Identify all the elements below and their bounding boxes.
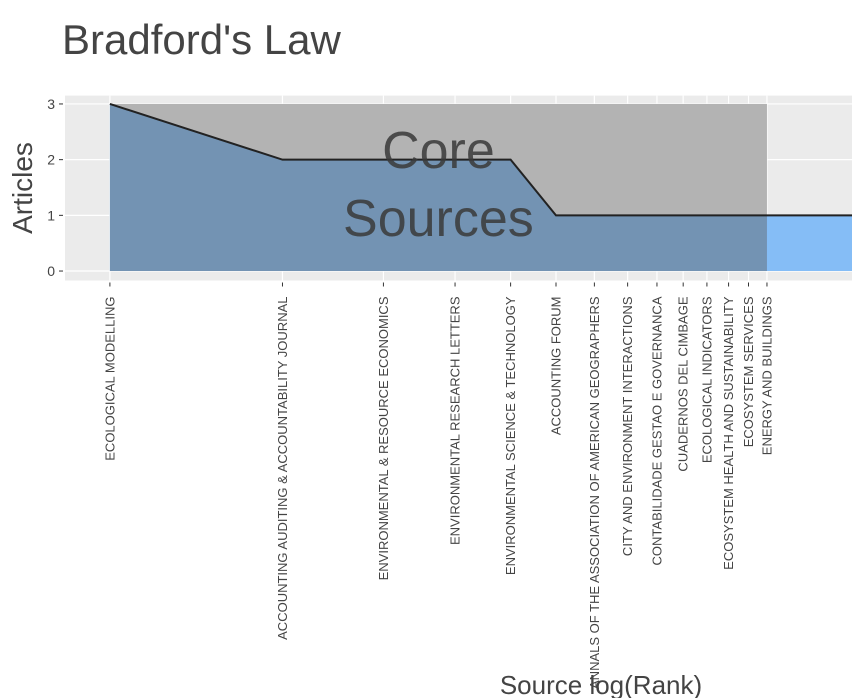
x-tick-label: ENVIRONMENTAL RESEARCH LETTERS — [448, 296, 463, 545]
y-axis-label: Articles — [7, 142, 38, 234]
y-tick-label: 0 — [47, 263, 55, 279]
y-tick-label: 1 — [47, 207, 55, 223]
x-tick-label: ENVIRONMENTAL & RESOURCE ECONOMICS — [376, 296, 391, 580]
x-tick-label: ECOLOGICAL MODELLING — [102, 297, 117, 461]
line — [109, 103, 852, 217]
x-tick-label: CONTABILIDADE GESTAO E GOVERNANCA — [649, 296, 664, 565]
chart-title: Bradford's Law — [62, 16, 341, 63]
y-tick-label: 2 — [47, 152, 55, 168]
x-axis-label: Source log(Rank) — [500, 670, 702, 698]
core-area — [109, 103, 767, 272]
x-tick-label: ACCOUNTING FORUM — [549, 297, 564, 436]
x-tick-label: CITY AND ENVIRONMENT INTERACTIONS — [620, 296, 635, 556]
annotation: Sources — [343, 190, 534, 248]
y-tick-label: 3 — [47, 96, 55, 112]
x-tick-label: ECOSYSTEM SERVICES — [741, 296, 756, 447]
x-tick-label: ENERGY AND BUILDINGS — [759, 296, 774, 455]
x-tick-label: CUADERNOS DEL CIMBAGE — [676, 296, 691, 471]
x-tick-label: ECOSYSTEM HEALTH AND SUSTAINABILITY — [721, 296, 736, 570]
x-tick-label: ECOLOGICAL INDICATORS — [699, 296, 714, 463]
x-tick-label: ACCOUNTING AUDITING & ACCOUNTABILITY JOU… — [275, 297, 290, 640]
annotation: Core — [382, 122, 495, 180]
x-tick-label: ENVIRONMENTAL SCIENCE & TECHNOLOGY — [503, 296, 518, 575]
x-tick-label: ANNALS OF THE ASSOCIATION OF AMERICAN GE… — [587, 296, 602, 689]
